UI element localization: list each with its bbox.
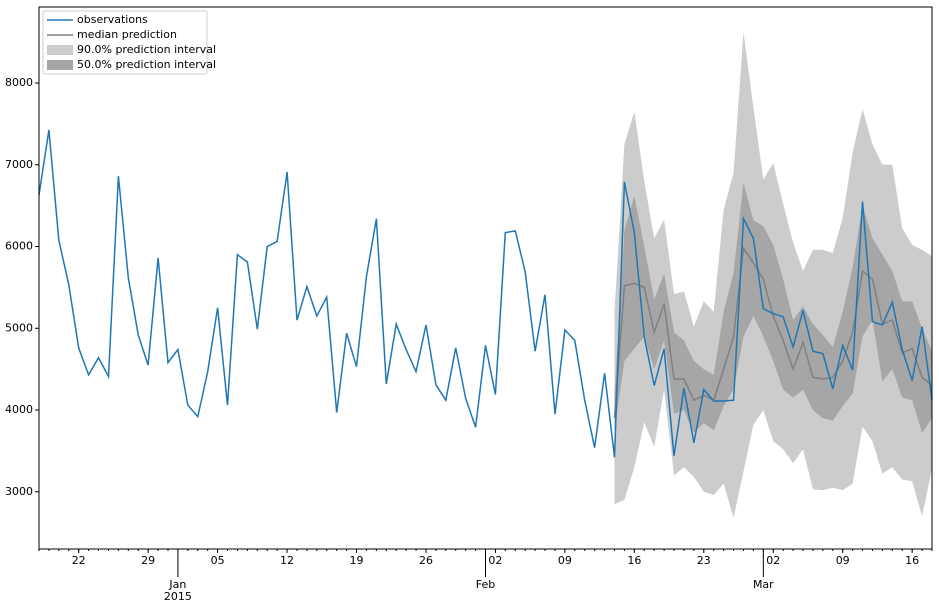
y-tick-label: 4000 bbox=[5, 403, 33, 416]
observation-line bbox=[38, 129, 933, 458]
legend-swatch bbox=[47, 60, 73, 70]
legend-label: median prediction bbox=[77, 28, 177, 41]
y-tick-label: 3000 bbox=[5, 485, 33, 498]
x-tick-label: 23 bbox=[697, 554, 711, 567]
legend-box bbox=[42, 10, 208, 75]
legend-label: observations bbox=[77, 13, 148, 26]
median-line bbox=[613, 246, 933, 419]
x-tick-label: 09 bbox=[836, 554, 850, 567]
x-tick-label: 12 bbox=[280, 554, 294, 567]
x-tick-label: 05 bbox=[211, 554, 225, 567]
x-major-label: Jan bbox=[168, 578, 186, 591]
x-tick-label: 02 bbox=[488, 554, 502, 567]
x-tick-label: 02 bbox=[766, 554, 780, 567]
x-tick-label: 16 bbox=[905, 554, 919, 567]
x-tick-label: 19 bbox=[350, 554, 364, 567]
x-tick-label: 16 bbox=[627, 554, 641, 567]
x-major-label: Mar bbox=[753, 578, 774, 591]
x-major-label: Feb bbox=[476, 578, 495, 591]
plot-frame bbox=[38, 6, 933, 550]
legend: observations median prediction 90.0% predi… bbox=[42, 10, 216, 75]
legend-label: 50.0% prediction interval bbox=[77, 58, 216, 71]
x-tick-label: 29 bbox=[141, 554, 155, 567]
y-tick-label: 6000 bbox=[5, 240, 33, 253]
y-tick-label: 5000 bbox=[5, 321, 33, 334]
x-tick-label: 26 bbox=[419, 554, 433, 567]
y-tick-label: 7000 bbox=[5, 158, 33, 171]
prediction-interval bbox=[614, 182, 932, 433]
legend-swatch bbox=[47, 45, 73, 55]
x-tick-label: 09 bbox=[558, 554, 572, 567]
y-tick-label: 8000 bbox=[5, 76, 33, 89]
x-year-label: 2015 bbox=[164, 590, 192, 603]
x-tick-label: 22 bbox=[72, 554, 86, 567]
legend-label: 90.0% prediction interval bbox=[77, 43, 216, 56]
